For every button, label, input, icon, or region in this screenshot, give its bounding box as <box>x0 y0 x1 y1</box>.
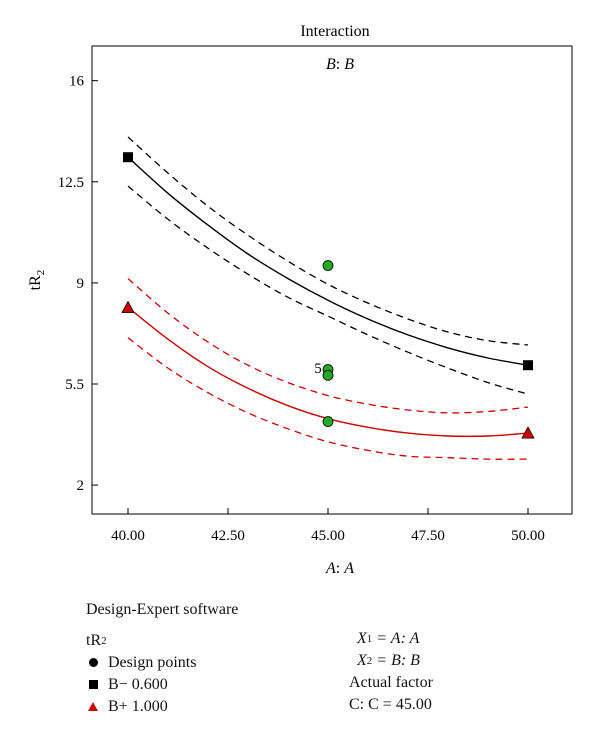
b-minus-mean-line <box>127 156 529 366</box>
design-point <box>322 416 334 427</box>
plot-frame <box>91 45 573 515</box>
y-tick-label: 16 <box>69 74 85 90</box>
x1-sub: 1 <box>366 633 373 645</box>
design-point <box>322 260 334 271</box>
x-axis-label: A: A <box>325 560 354 577</box>
b-plus-marker <box>121 300 135 313</box>
y-tick-label: 9 <box>77 276 85 292</box>
y-axis-label: tR2 <box>27 270 47 291</box>
x2-var: X <box>357 652 367 669</box>
x2-rhs: = B: B <box>376 652 420 669</box>
legend-item-b-plus: B+ 1.000 <box>86 696 238 718</box>
chart-subtitle: B: B <box>326 56 354 73</box>
b-plus-marker <box>521 426 535 439</box>
y-tick-label: 12.5 <box>58 175 84 191</box>
square-icon <box>86 676 100 694</box>
design-point-count-label: 5 <box>314 361 322 377</box>
axis-ticks: 40.00 42.50 45.00 47.50 50.00 2 5.5 9 12.5 16 <box>58 74 545 544</box>
circle-icon <box>86 654 100 672</box>
x1-rhs: = A: A <box>376 630 420 647</box>
ylabel-main: tR <box>27 275 44 290</box>
actual-factor-label: Actual factor <box>349 674 433 691</box>
x-tick-label: 47.50 <box>411 528 445 544</box>
software-label: Design-Expert software <box>86 601 239 618</box>
x-tick-label: 45.00 <box>311 528 345 544</box>
legend-item-design-points: Design points <box>86 652 238 674</box>
x-tick-label: 50.00 <box>511 528 545 544</box>
x-tick-label: 42.50 <box>211 528 245 544</box>
x2-sub: 2 <box>366 655 373 667</box>
design-point <box>322 369 334 381</box>
b-minus-lower-ci-line <box>127 185 529 395</box>
ylabel-sub: 2 <box>35 270 47 276</box>
legend-left: Design-Expert software tR 2 Design points… <box>86 598 238 718</box>
legend-label-b-minus: B− 0.600 <box>108 676 168 693</box>
xlabel-name: A <box>343 560 354 577</box>
subtitle-var: B <box>326 56 336 73</box>
b-minus-marker <box>523 360 533 371</box>
response-sub: 2 <box>101 635 107 647</box>
design-points-layer: 5 <box>314 260 334 427</box>
b-plus-upper-ci-line <box>127 278 529 414</box>
chart-title: Interaction <box>300 23 369 40</box>
y-tick-label: 2 <box>77 478 85 494</box>
b-minus-marker <box>123 152 133 163</box>
legend-label-design-points: Design points <box>108 654 197 671</box>
legend-item-b-minus: B− 0.600 <box>86 674 238 696</box>
response-main: tR <box>86 632 102 649</box>
c-factor-value: C: C = 45.00 <box>349 696 432 713</box>
legend-label-b-plus: B+ 1.000 <box>108 698 168 715</box>
x1-var: X <box>357 630 367 647</box>
y-tick-label: 5.5 <box>65 377 84 393</box>
interaction-chart: Interaction B: B A: A tR2 40.00 42.50 45.0… <box>27 23 573 577</box>
x-tick-label: 40.00 <box>111 528 145 544</box>
xlabel-var: A <box>325 560 336 577</box>
b-minus-upper-ci-line <box>127 136 529 346</box>
series-layer <box>121 136 535 460</box>
subtitle-name: B <box>344 56 354 73</box>
b-plus-lower-ci-line <box>127 337 529 460</box>
response-label: tR 2 <box>86 630 238 652</box>
triangle-icon <box>86 698 100 716</box>
